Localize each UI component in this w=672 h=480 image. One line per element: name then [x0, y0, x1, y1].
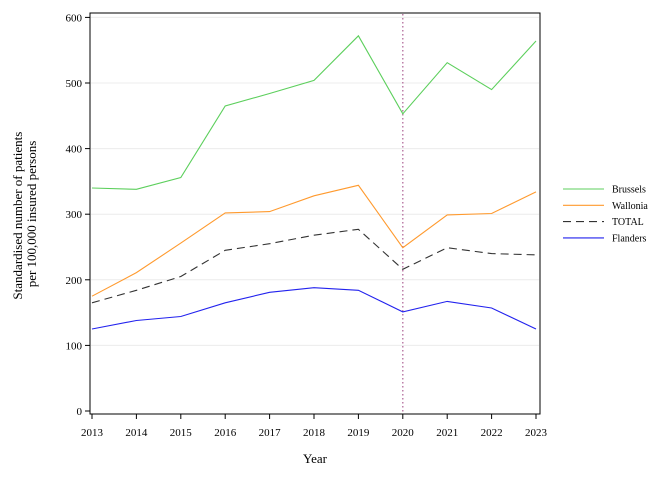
y-axis-title: Standardised number of patients per 100,…	[10, 128, 39, 299]
x-tick-label: 2017	[259, 427, 282, 439]
legend-label-total: TOTAL	[612, 217, 644, 228]
series-line-flanders	[91, 287, 537, 330]
x-tick-label: 2013	[81, 427, 104, 439]
x-axis-title: Year	[303, 451, 328, 466]
y-tick-label: 600	[66, 12, 83, 24]
legend: Brussels Wallonia TOTAL Flanders	[563, 185, 648, 244]
series-line-brussels	[91, 34, 537, 190]
x-tick-label: 2021	[436, 427, 458, 439]
x-tick-label: 2023	[525, 427, 548, 439]
y-axis-title-line-1: Standardised number of patients	[10, 132, 25, 300]
axes: 0 100 200 300 400 500 600 2013 2014 2015 2016 2017 2…	[66, 12, 548, 439]
legend-label-flanders: Flanders	[612, 233, 647, 244]
series-lines	[91, 34, 537, 330]
x-tick-label: 2020	[392, 427, 415, 439]
legend-label-wallonia: Wallonia	[612, 201, 648, 212]
y-tick-label: 200	[66, 275, 83, 287]
series-line-wallonia	[91, 184, 537, 297]
y-tick-label: 300	[66, 209, 83, 221]
grid-lines	[91, 16, 539, 346]
x-tick-label: 2014	[125, 427, 148, 439]
x-tick-label: 2016	[214, 427, 237, 439]
x-tick-label: 2015	[170, 427, 193, 439]
series-line-total	[91, 228, 537, 304]
plot-frame	[89, 12, 541, 415]
x-tick-label: 2022	[481, 427, 503, 439]
legend-label-brussels: Brussels	[612, 185, 646, 196]
x-tick-label: 2018	[303, 427, 326, 439]
x-tick-label: 2019	[347, 427, 370, 439]
y-tick-label: 500	[66, 78, 83, 90]
y-tick-label: 100	[66, 340, 83, 352]
y-tick-label: 0	[77, 406, 83, 418]
y-tick-label: 400	[66, 144, 83, 156]
y-axis-title-line-2: per 100,000 insured persons	[24, 141, 39, 288]
